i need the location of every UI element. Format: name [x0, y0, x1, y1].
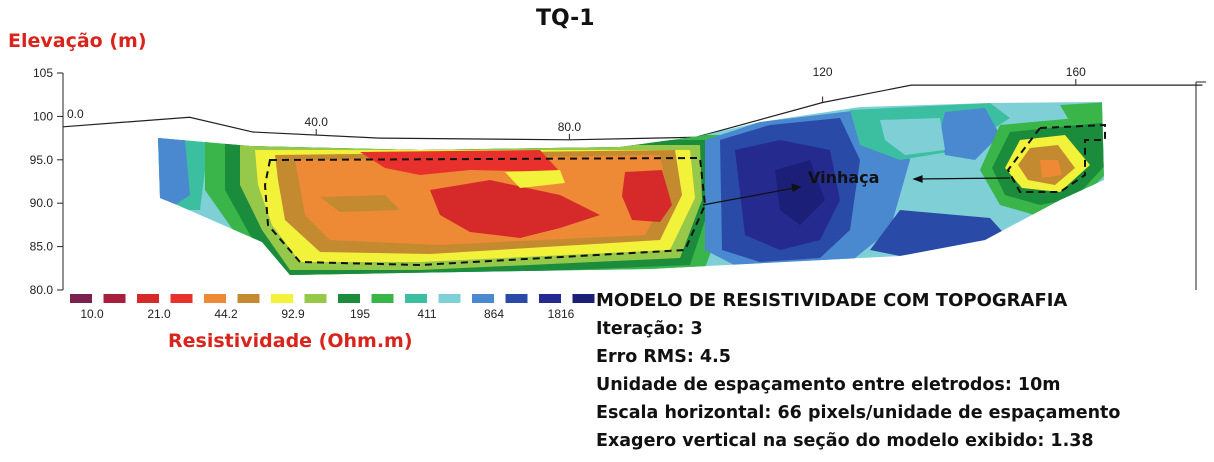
legend-swatch — [539, 294, 561, 303]
legend-swatch — [304, 294, 327, 303]
model-info-line: Escala horizontal: 66 pixels/unidade de … — [596, 403, 1121, 423]
legend-swatch — [371, 294, 394, 303]
vinhaca-label: Vinhaça — [808, 168, 879, 187]
legend-swatch — [237, 294, 260, 303]
model-info-block: MODELO DE RESISTIVIDADE COM TOPOGRAFIA I… — [596, 287, 1120, 455]
legend-swatch — [204, 294, 226, 303]
legend-label: 44.2 — [214, 307, 238, 321]
y-tick-label: 105 — [33, 66, 53, 80]
legend-label: 864 — [484, 307, 504, 321]
x-tick-label: 0.0 — [67, 107, 84, 121]
dashed-contour-left — [263, 156, 707, 267]
y-axis: 105 100 95.0 90.0 85.0 80.0 — [30, 66, 64, 297]
legend-swatch — [338, 294, 360, 303]
model-info-line: Erro RMS: 4.5 — [596, 347, 731, 367]
legend-label: 92.9 — [281, 307, 305, 321]
y-tick-label: 95.0 — [30, 153, 54, 167]
legend-swatch — [170, 294, 193, 303]
y-tick-label: 100 — [33, 109, 53, 123]
legend-swatch — [271, 294, 293, 303]
model-info-line: Iteração: 3 — [596, 319, 703, 339]
model-info-line: Unidade de espaçamento entre eletrodos: … — [596, 375, 1061, 395]
y-tick-label: 90.0 — [30, 196, 54, 210]
legend-title: Resistividade (Ohm.m) — [168, 330, 413, 352]
x-tick-label: 40.0 — [305, 115, 329, 129]
legend-label: 411 — [417, 307, 436, 321]
legend-swatch — [438, 294, 461, 303]
legend-swatch — [70, 294, 92, 303]
y-tick-label: 85.0 — [30, 240, 54, 254]
y-tick-label: 80.0 — [30, 283, 54, 297]
legend-label: 10.0 — [80, 307, 104, 321]
legend-swatch — [572, 294, 595, 303]
surface-x-ticks: 0.0 40.0 80.0 — [62, 107, 582, 140]
vinhaca-arrows — [702, 175, 1011, 206]
legend-swatch — [405, 294, 427, 303]
top-x-ticks: 120 160 — [813, 65, 1086, 103]
y-axis-title: Elevação (m) — [8, 30, 147, 52]
dashed-contour-right — [1006, 123, 1106, 193]
legend-swatch — [103, 294, 126, 303]
x-tick-label: 120 — [813, 65, 833, 79]
x-tick-label: 160 — [1066, 65, 1086, 79]
legend-swatch — [472, 294, 494, 303]
legend-label: 1816 — [548, 307, 575, 321]
legend-label: 21.0 — [147, 307, 171, 321]
legend-swatches — [70, 294, 595, 303]
legend-label: 195 — [350, 307, 370, 321]
chart-title: TQ-1 — [536, 6, 595, 31]
model-info-line: Exagero vertical na seção do modelo exib… — [596, 431, 1094, 451]
legend-swatch — [137, 294, 159, 303]
x-tick-label: 80.0 — [558, 120, 582, 134]
legend-swatch — [505, 294, 528, 303]
topography-line — [62, 84, 1203, 141]
legend-labels: 10.0 21.0 44.2 92.9 195 411 864 1816 — [80, 307, 574, 321]
model-info-heading: MODELO DE RESISTIVIDADE COM TOPOGRAFIA — [596, 290, 1068, 311]
